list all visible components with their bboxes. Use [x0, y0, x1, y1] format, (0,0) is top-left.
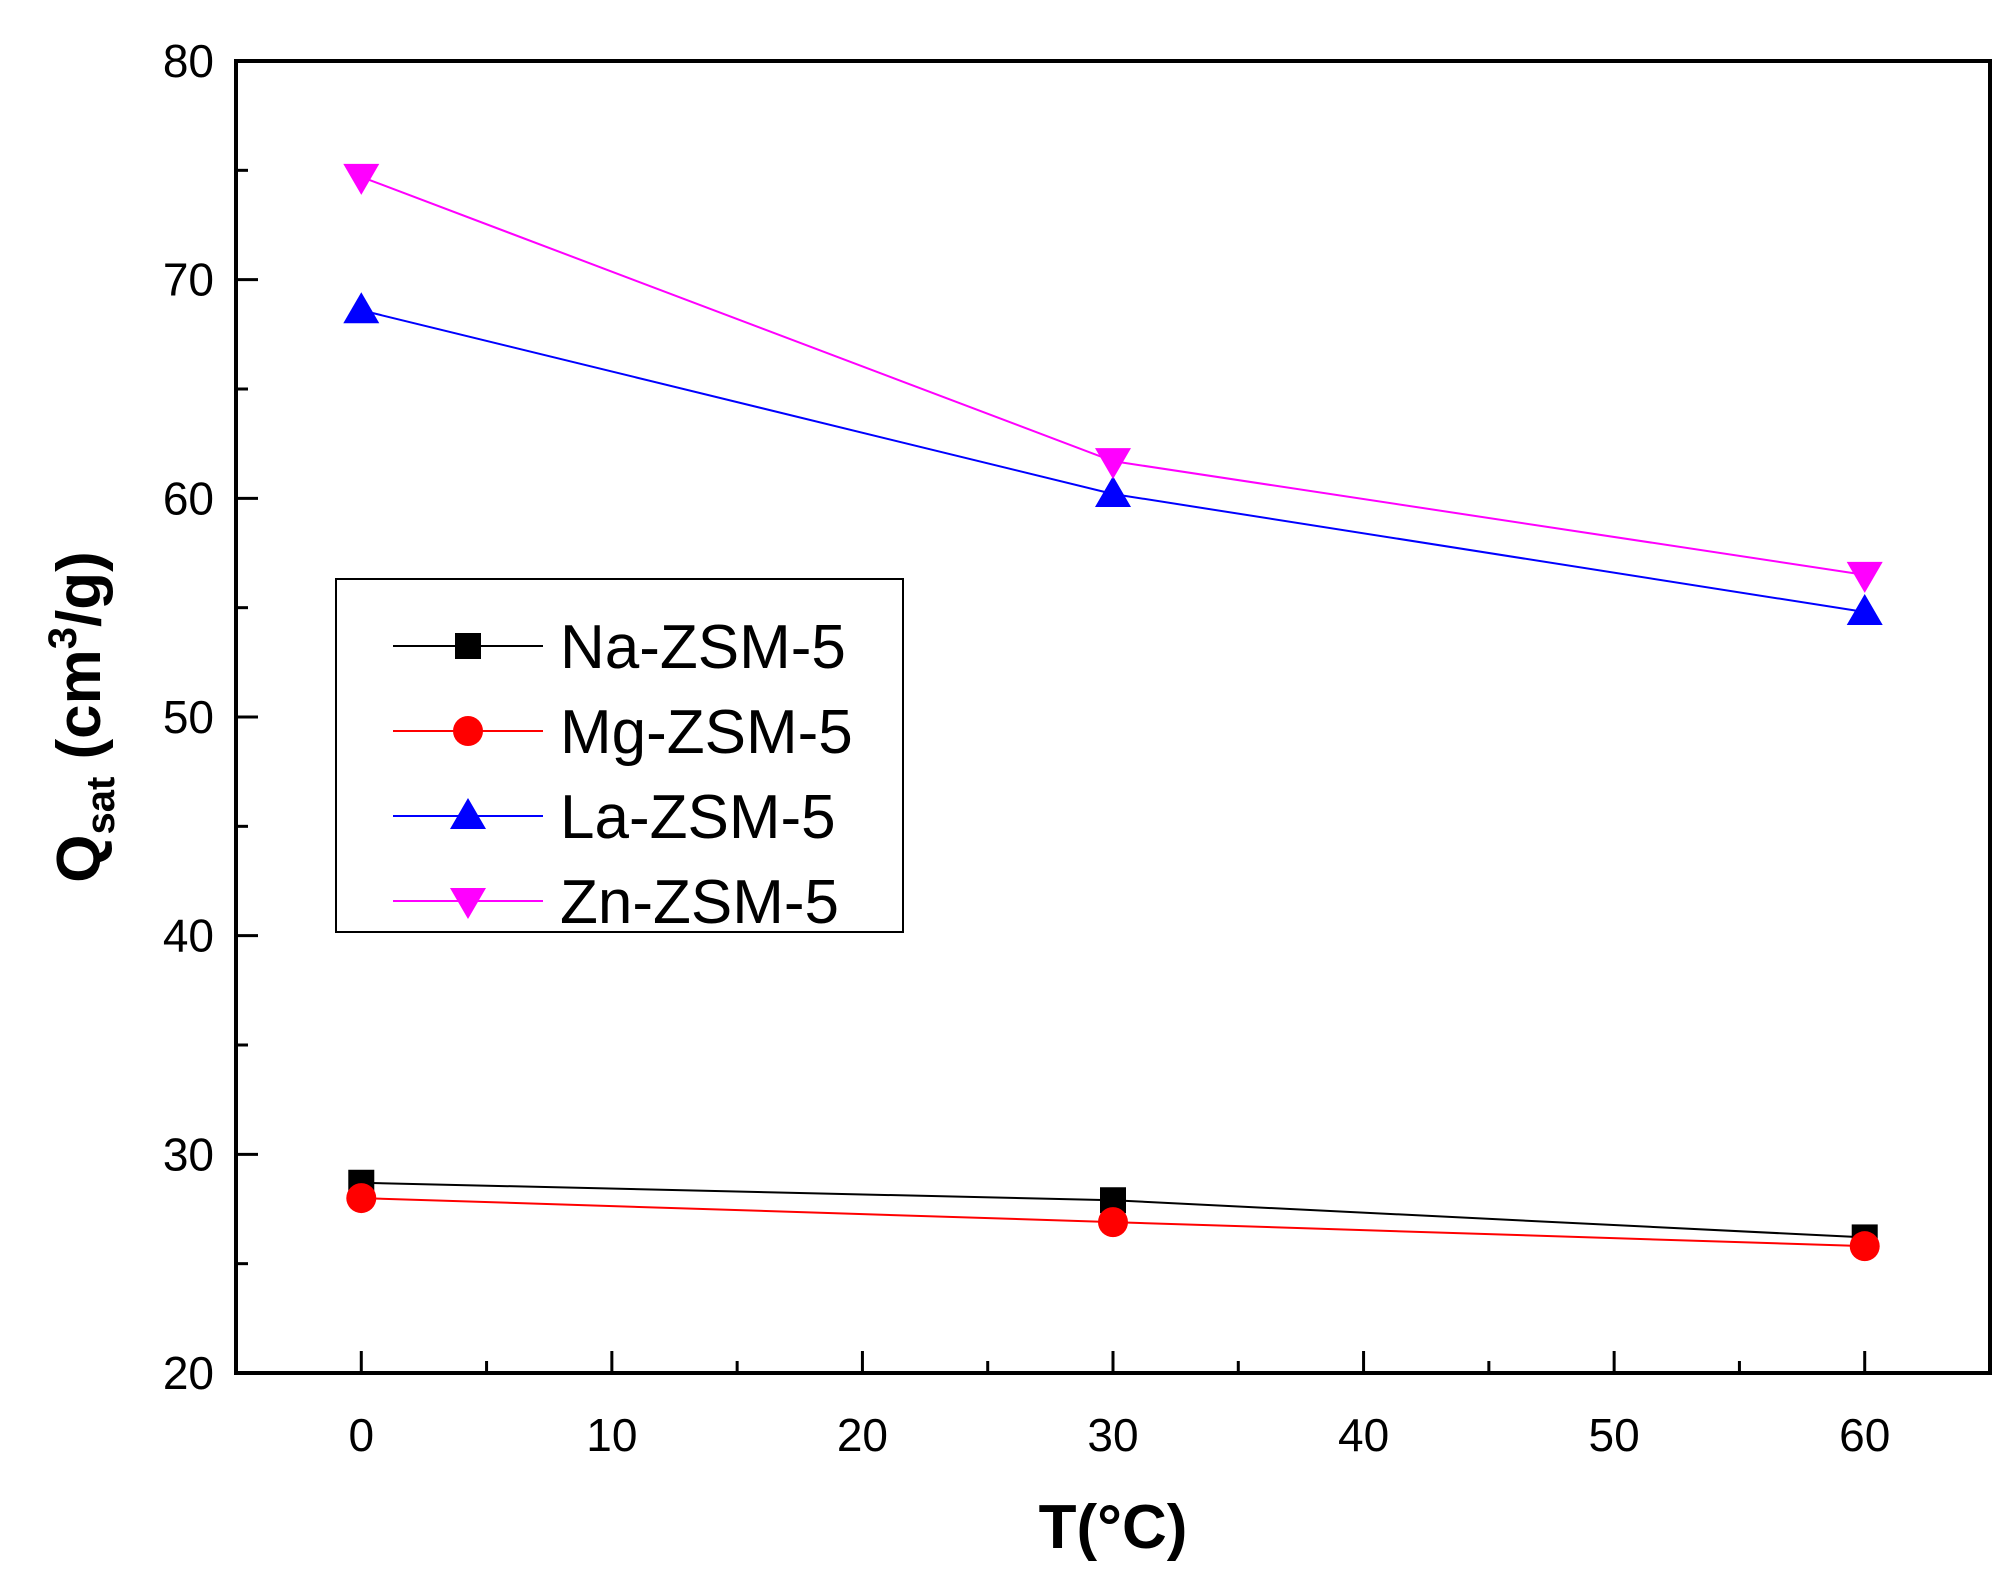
x-tick-label-40: 40 [1338, 1409, 1389, 1461]
point-la-zsm-5-60 [1846, 594, 1883, 626]
point-zn-zsm-5-30 [1095, 448, 1131, 480]
point-mg-zsm-5-0 [346, 1183, 377, 1214]
x-tick-label-0: 0 [348, 1409, 374, 1461]
point-la-zsm-5-0 [343, 292, 380, 324]
y-tick-label-70: 70 [163, 254, 214, 306]
legend-label-na-zsm-5: Na-ZSM-5 [560, 613, 846, 682]
y-axis-title: Qsat (cm3/g) [41, 551, 123, 883]
point-la-zsm-5-30 [1095, 475, 1131, 507]
x-tick-label-50: 50 [1589, 1409, 1640, 1461]
y-axis-title-sub: sat [79, 777, 123, 835]
markers-layer [343, 163, 1883, 1262]
legend-box [335, 578, 904, 933]
x-tick-label-20: 20 [837, 1409, 888, 1461]
legend: Na-ZSM-5 Mg-ZSM-5 La-ZSM-5 Zn-ZSM-5 [335, 578, 904, 937]
y-tick-label-40: 40 [163, 910, 214, 962]
legend-marker-zn-zsm-5 [450, 888, 486, 919]
ticks-layer: 0 10 20 30 40 50 60 20 30 40 50 60 70 80 [163, 35, 1890, 1461]
y-axis-title-units-close: /g) [45, 551, 114, 627]
legend-marker-mg-zsm-5 [453, 716, 483, 746]
point-zn-zsm-5-60 [1846, 561, 1883, 593]
x-tick-label-10: 10 [586, 1409, 637, 1461]
y-axis-title-main: Q [45, 835, 114, 883]
y-axis-title-sup: 3 [41, 627, 85, 649]
y-tick-label-80: 80 [163, 35, 214, 87]
legend-label-mg-zsm-5: Mg-ZSM-5 [560, 698, 853, 767]
y-tick-label-30: 30 [163, 1128, 214, 1180]
legend-marker-la-zsm-5 [450, 798, 486, 829]
y-tick-label-20: 20 [163, 1347, 214, 1399]
x-tick-label-30: 30 [1087, 1409, 1138, 1461]
legend-label-zn-zsm-5: Zn-ZSM-5 [560, 868, 839, 937]
y-axis-title-units-open: (cm [45, 649, 114, 776]
y-tick-label-50: 50 [163, 691, 214, 743]
x-axis-title: T(°C) [1039, 1493, 1188, 1562]
point-mg-zsm-5-30 [1098, 1207, 1128, 1238]
y-tick-label-60: 60 [163, 472, 214, 524]
x-tick-label-60: 60 [1839, 1409, 1890, 1461]
point-zn-zsm-5-0 [343, 163, 380, 195]
legend-marker-na-zsm-5 [455, 633, 481, 659]
series-line-zn-zsm-5 [360, 175, 1865, 576]
legend-label-la-zsm-5: La-ZSM-5 [560, 783, 836, 852]
point-mg-zsm-5-60 [1849, 1231, 1880, 1262]
